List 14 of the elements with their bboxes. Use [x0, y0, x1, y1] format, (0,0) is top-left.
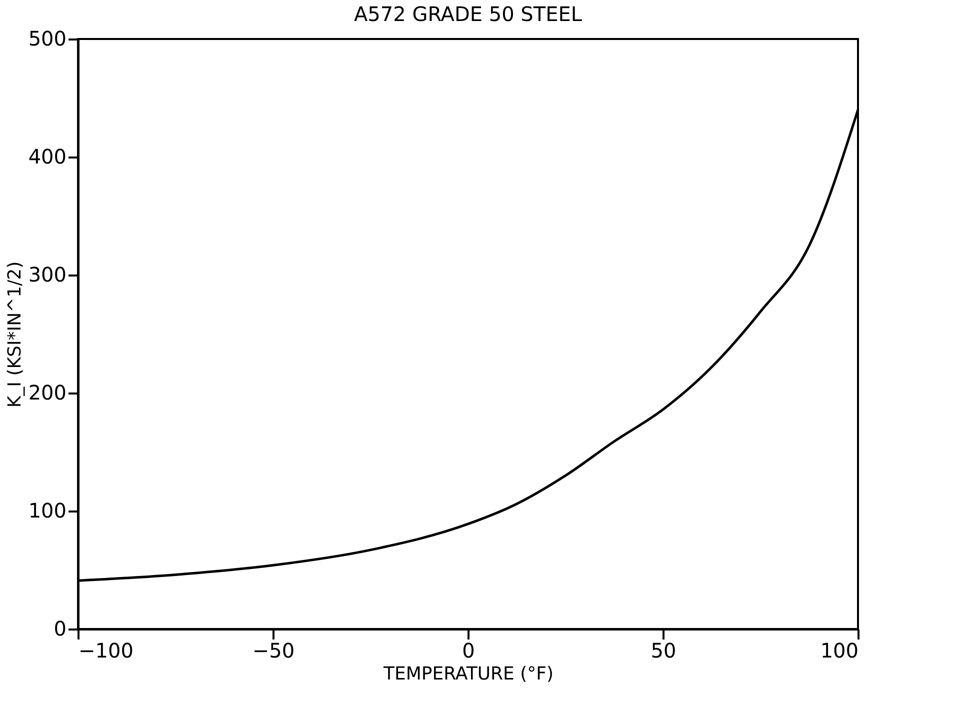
- x-tick-label: 50: [650, 638, 676, 662]
- y-tick-label: 400: [28, 144, 66, 168]
- y-tick-label: 0: [54, 616, 66, 640]
- x-tick-label: 0: [462, 638, 475, 662]
- y-axis-title: K_I (KSI*IN^1/2): [4, 261, 26, 408]
- x-tick-label: −100: [78, 638, 134, 662]
- y-tick-label: 200: [28, 380, 66, 404]
- x-tick-label: −50: [252, 638, 295, 662]
- x-tick-label: 100: [820, 638, 858, 662]
- chart-title: A572 GRADE 50 STEEL: [354, 2, 583, 26]
- x-axis-title: TEMPERATURE (°F): [382, 664, 554, 684]
- y-tick-label: 100: [28, 498, 66, 522]
- y-tick-label: 500: [28, 26, 66, 50]
- y-tick-label: 300: [28, 262, 66, 286]
